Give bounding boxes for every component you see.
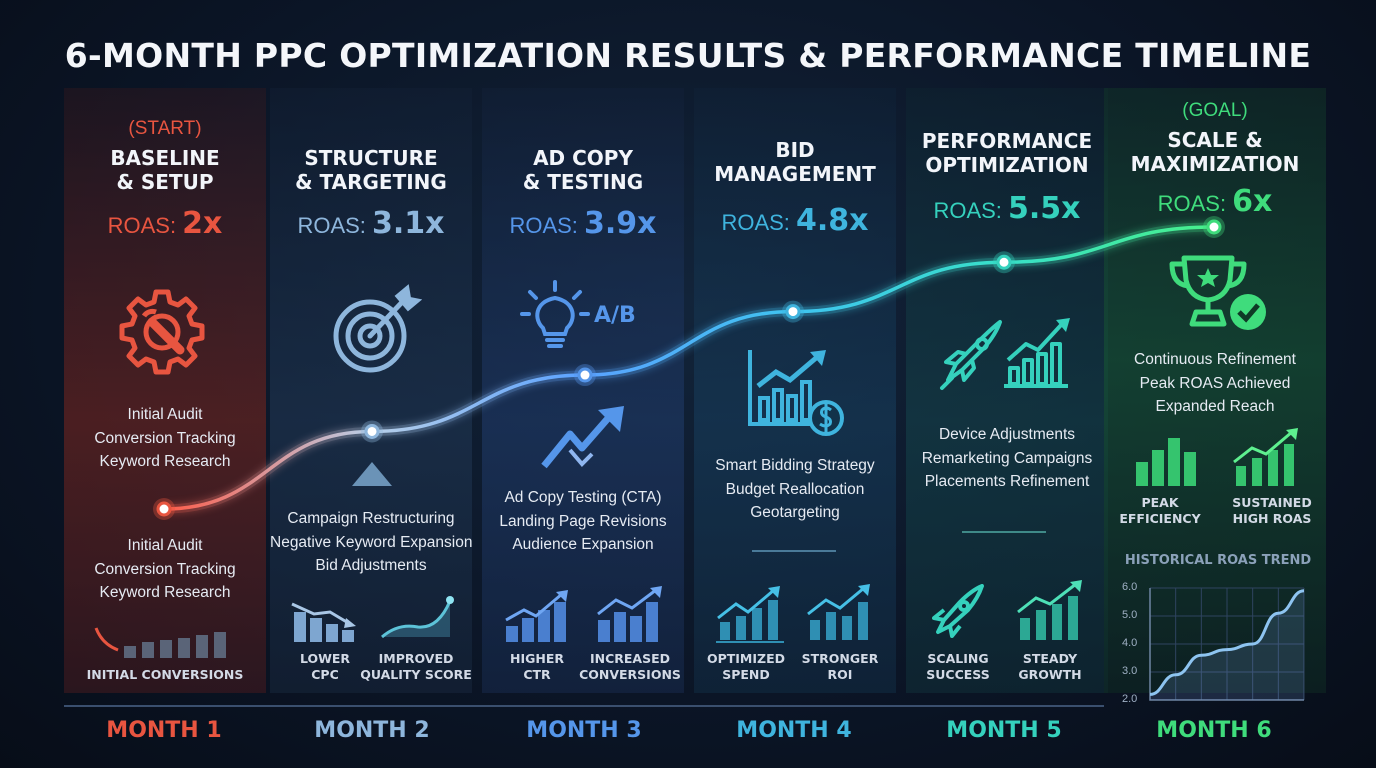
month-label-4: MONTH 4 bbox=[736, 718, 852, 743]
bar-chart-dollar-icon bbox=[748, 350, 844, 436]
inset-area bbox=[1150, 590, 1304, 700]
month-label-3: MONTH 3 bbox=[526, 718, 642, 743]
ab-test-label: A/B bbox=[594, 303, 636, 328]
inset-axis bbox=[1149, 588, 1304, 701]
inset-line bbox=[1149, 589, 1305, 696]
higher-ctr-label: HIGHER CTR bbox=[510, 651, 564, 682]
higher-ctr-chart-icon bbox=[505, 590, 568, 642]
month-3-column: AD COPY & TESTING ROAS: 3.9x A/B Ad Copy… bbox=[482, 88, 684, 693]
month-label-5: MONTH 5 bbox=[946, 718, 1062, 743]
month-1-heading: BASELINE & SETUP bbox=[110, 146, 220, 194]
trend-up-arrow-icon bbox=[541, 406, 624, 469]
month-6-roas: ROAS: 6x bbox=[1157, 184, 1273, 219]
inset-y-tick: 5.0 bbox=[1122, 609, 1138, 621]
initial-conversions-bar-icon bbox=[94, 627, 226, 658]
column-background bbox=[694, 88, 896, 693]
month-6-heading: SCALE & MAXIMIZATION bbox=[1130, 128, 1300, 176]
month-1-roas: ROAS: 2x bbox=[107, 206, 223, 241]
increased-conversions-chart-icon bbox=[597, 586, 662, 642]
initial-conversions-label: INITIAL CONVERSIONS bbox=[86, 667, 244, 682]
month-6-actions: Continuous Refinement Peak ROAS Achieved… bbox=[1134, 351, 1296, 415]
peak-efficiency-bars-icon bbox=[1136, 438, 1196, 486]
month-4-actions: Smart Bidding Strategy Budget Reallocati… bbox=[715, 457, 875, 521]
lower-cpc-chart-icon bbox=[291, 602, 356, 642]
trend-point-month-2 bbox=[364, 423, 380, 439]
trend-point-month-3 bbox=[577, 367, 593, 383]
month-2-roas: ROAS: 3.1x bbox=[297, 206, 445, 241]
quality-score-label: IMPROVED QUALITY SCORE bbox=[360, 651, 472, 682]
page-title: 6-MONTH PPC OPTIMIZATION RESULTS & PERFO… bbox=[64, 36, 1312, 75]
month-6-column: (GOAL) SCALE & MAXIMIZATION ROAS: 6x Con… bbox=[1104, 88, 1326, 693]
lower-cpc-label: LOWER CPC bbox=[299, 651, 351, 682]
lightbulb-icon bbox=[520, 280, 590, 348]
scaling-rocket-icon bbox=[932, 584, 984, 638]
sustained-roas-label: SUSTAINED HIGH ROAS bbox=[1232, 495, 1312, 526]
month-2-column: STRUCTURE & TARGETING ROAS: 3.1x Campaig… bbox=[270, 88, 472, 693]
month-1-actions-bottom: Initial Audit Conversion Tracking Keywor… bbox=[94, 537, 236, 601]
trend-point-month-6 bbox=[1206, 219, 1222, 235]
month-1-column: (START) BASELINE & SETUP ROAS: 2x Initia… bbox=[64, 88, 266, 693]
scaling-success-label: SCALING SUCCESS bbox=[926, 651, 990, 682]
quality-score-curve-icon bbox=[381, 596, 454, 639]
month-4-roas: ROAS: 4.8x bbox=[721, 203, 869, 238]
month-label-2: MONTH 2 bbox=[314, 718, 430, 743]
column-background bbox=[270, 88, 472, 693]
month-5-actions: Device Adjustments Remarketing Campaigns… bbox=[921, 426, 1093, 490]
column-background bbox=[1104, 88, 1326, 693]
month-2-heading: STRUCTURE & TARGETING bbox=[295, 146, 447, 194]
month-5-column: PERFORMANCE OPTIMIZATION ROAS: 5.5x Devi… bbox=[906, 88, 1108, 693]
month-label-6: MONTH 6 bbox=[1156, 718, 1272, 743]
month-5-roas: ROAS: 5.5x bbox=[933, 191, 1081, 226]
divider bbox=[962, 531, 1046, 533]
month-2-actions: Campaign Restructuring Negative Keyword … bbox=[270, 510, 473, 574]
trophy-check-icon bbox=[1169, 255, 1266, 330]
historical-roas-trend-title: HISTORICAL ROAS TREND bbox=[1124, 553, 1312, 568]
optimized-spend-chart-icon bbox=[716, 586, 784, 643]
triangle-marker-icon bbox=[352, 462, 392, 486]
trend-point-month-5 bbox=[996, 254, 1012, 270]
inset-y-tick: 4.0 bbox=[1122, 637, 1138, 649]
sustained-roas-chart-icon bbox=[1233, 428, 1298, 486]
month-label-1: MONTH 1 bbox=[106, 718, 222, 743]
trend-line-path bbox=[163, 225, 1215, 511]
steady-growth-chart-icon bbox=[1017, 580, 1082, 640]
increased-conversions-label: INCREASED CONVERSIONS bbox=[579, 651, 681, 682]
timeline-baseline bbox=[64, 705, 1104, 707]
target-arrow-icon bbox=[333, 284, 422, 373]
column-background bbox=[64, 88, 266, 693]
rocket-chart-icon bbox=[940, 318, 1070, 390]
month-3-heading: AD COPY & TESTING bbox=[522, 146, 644, 194]
divider bbox=[752, 550, 836, 552]
trend-point-month-1 bbox=[156, 501, 172, 517]
steady-growth-label: STEADY GROWTH bbox=[1018, 651, 1082, 682]
month-4-column: BID MANAGEMENT ROAS: 4.8x Smart Bidding … bbox=[694, 88, 896, 693]
wrench-gear-icon bbox=[119, 289, 205, 375]
trend-point-month-4 bbox=[785, 304, 801, 320]
historical-roas-inset-chart bbox=[1149, 587, 1305, 701]
peak-efficiency-label: PEAK EFFICIENCY bbox=[1119, 495, 1201, 526]
inset-y-tick: 6.0 bbox=[1122, 581, 1138, 593]
goal-tag: (GOAL) bbox=[1182, 100, 1248, 121]
month-3-actions: Ad Copy Testing (CTA) Landing Page Revis… bbox=[499, 489, 667, 553]
month-5-heading: PERFORMANCE OPTIMIZATION bbox=[921, 129, 1093, 177]
month-1-actions-top: Initial Audit Conversion Tracking Keywor… bbox=[94, 406, 236, 470]
start-tag: (START) bbox=[128, 118, 202, 139]
month-4-heading: BID MANAGEMENT bbox=[714, 138, 876, 186]
inset-y-tick: 3.0 bbox=[1122, 665, 1138, 677]
stronger-roi-label: STRONGER ROI bbox=[801, 651, 879, 682]
month-3-roas: ROAS: 3.9x bbox=[509, 206, 657, 241]
optimized-spend-label: OPTIMIZED SPEND bbox=[706, 651, 786, 682]
trend-line-glow bbox=[163, 222, 1215, 514]
column-background bbox=[906, 88, 1108, 693]
inset-y-tick: 2.0 bbox=[1122, 693, 1138, 705]
stronger-roi-chart-icon bbox=[807, 584, 870, 640]
